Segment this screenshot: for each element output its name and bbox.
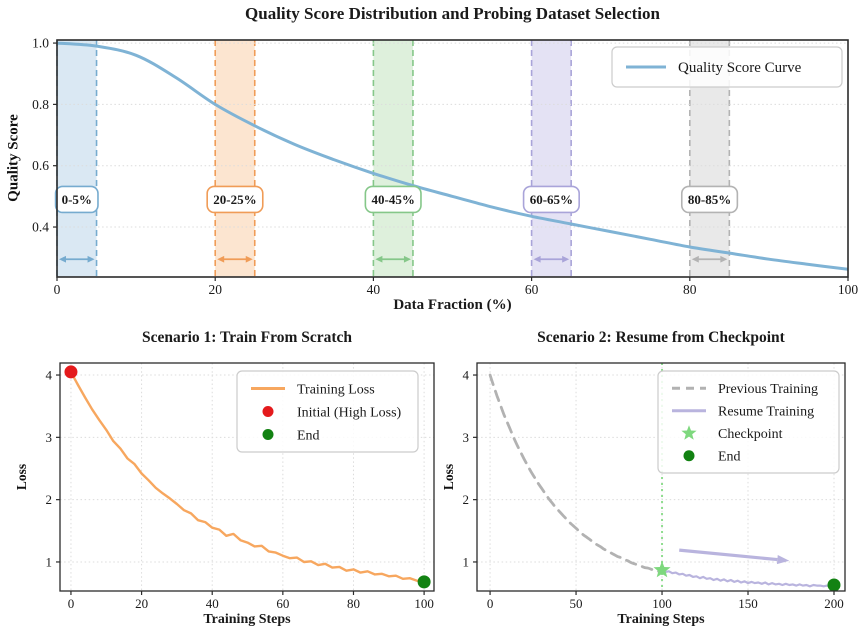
y-tick-label: 0.8 xyxy=(32,97,49,112)
legend-label: Previous Training xyxy=(718,382,818,397)
quality-chart: 0-5% 20-25% 40-45% 60-65% 80-85% 0 20 40 60 80 100… xyxy=(32,36,858,297)
scenario1-chart: 0 20 40 60 80 100 1 2 3 4 Training Loss Initial (Hi… xyxy=(46,362,435,611)
band-label: 20-25% xyxy=(213,192,256,207)
end-marker xyxy=(827,578,841,592)
x-tick-label: 80 xyxy=(347,596,360,611)
x-tick-label: 60 xyxy=(276,596,289,611)
band-label-box xyxy=(680,185,739,214)
band-label-box xyxy=(364,185,422,214)
x-tick-label: 60 xyxy=(525,282,539,297)
axes-frame xyxy=(476,362,846,592)
quality-score-curve-line xyxy=(57,41,848,271)
legend-swatch-dot-icon xyxy=(262,429,274,440)
y-tick-label: 1 xyxy=(46,554,53,569)
x-tick-label: 100 xyxy=(414,596,434,611)
scenario1-xaxis-label: Training Steps xyxy=(203,612,291,627)
legend-box xyxy=(236,370,419,453)
x-tick-label: 50 xyxy=(570,596,583,611)
band-label: 40-45% xyxy=(372,192,415,207)
initial-high-loss--marker xyxy=(64,365,78,379)
legend-label: Quality Score Curve xyxy=(678,60,802,76)
quality-xaxis-label: Data Fraction (%) xyxy=(393,297,512,313)
x-tick-label: 0 xyxy=(54,282,61,297)
arrow-head-icon xyxy=(59,255,66,263)
scenario2-chart-title: Scenario 2: Resume from Checkpoint xyxy=(537,329,785,346)
scenario2-yaxis-label: Loss xyxy=(441,463,456,491)
band-0-5% xyxy=(57,40,97,277)
scenario2-chart: 0 50 100 150 200 1 2 3 4 Previous Training Resume … xyxy=(463,362,846,611)
quality-chart-title: Quality Score Distribution and Probing D… xyxy=(245,4,660,23)
x-tick-label: 40 xyxy=(206,596,219,611)
legend-label: Training Loss xyxy=(297,382,375,397)
y-tick-label: 4 xyxy=(463,368,470,383)
arrow-head-icon xyxy=(245,255,253,263)
arrow-head-icon xyxy=(403,255,411,263)
legend-label: Checkpoint xyxy=(718,427,783,442)
band-label-box xyxy=(522,185,580,214)
axes-frame xyxy=(59,362,435,592)
quality-yaxis-label: Quality Score xyxy=(5,114,22,202)
legend-label: End xyxy=(297,428,320,443)
arrow-head-icon xyxy=(217,255,225,263)
y-tick-label: 1.0 xyxy=(32,36,49,51)
band-label-box xyxy=(206,185,264,214)
x-tick-label: 80 xyxy=(683,282,697,297)
legend-label: Initial (High Loss) xyxy=(297,405,402,420)
y-tick-label: 2 xyxy=(463,492,470,507)
y-tick-label: 1 xyxy=(463,554,470,569)
x-tick-label: 100 xyxy=(652,596,672,611)
arrow-head-icon xyxy=(87,255,95,263)
band-label: 60-65% xyxy=(530,192,573,207)
legend-label: End xyxy=(718,450,741,465)
y-tick-label: 0.4 xyxy=(32,220,49,235)
band-label-box xyxy=(54,185,99,214)
end-marker xyxy=(417,575,431,589)
y-tick-label: 4 xyxy=(46,368,53,383)
y-tick-label: 0.6 xyxy=(32,158,49,173)
x-tick-label: 150 xyxy=(738,596,758,611)
legend-swatch-star-icon xyxy=(681,425,697,440)
x-tick-label: 100 xyxy=(838,282,859,297)
axes-frame xyxy=(56,39,849,278)
band-40-45% xyxy=(373,40,413,277)
x-tick-label: 20 xyxy=(208,282,222,297)
scenario1-chart-title: Scenario 1: Train From Scratch xyxy=(141,329,353,346)
legend-box xyxy=(611,46,843,88)
x-tick-label: 0 xyxy=(68,596,75,611)
resume-training-line xyxy=(660,569,836,588)
arrow-head-icon xyxy=(562,255,570,263)
x-tick-label: 200 xyxy=(824,596,844,611)
band-20-25% xyxy=(215,40,255,277)
y-tick-label: 3 xyxy=(463,430,470,445)
band-60-65% xyxy=(531,40,572,277)
legend-swatch-dot-icon xyxy=(683,450,695,462)
previous-training-line xyxy=(488,373,664,574)
training-loss-line xyxy=(69,370,426,584)
arrow-head-icon xyxy=(533,255,541,263)
band-label: 80-85% xyxy=(688,192,731,207)
legend-box xyxy=(657,370,840,474)
scenario1-yaxis-label: Loss xyxy=(14,463,29,491)
y-tick-label: 2 xyxy=(46,492,53,507)
x-tick-label: 40 xyxy=(367,282,381,297)
arrow-head-icon xyxy=(691,255,699,263)
y-tick-label: 3 xyxy=(46,430,53,445)
legend-swatch-dot-icon xyxy=(262,406,274,417)
band-label: 0-5% xyxy=(62,192,92,207)
scenario2-xaxis-label: Training Steps xyxy=(617,612,705,627)
x-tick-label: 0 xyxy=(487,596,494,611)
x-tick-label: 20 xyxy=(135,596,148,611)
checkpoint-marker xyxy=(653,561,671,578)
legend-label: Resume Training xyxy=(718,405,814,420)
arrow-head-icon xyxy=(776,554,790,565)
resume-direction-arrow xyxy=(679,548,778,562)
arrow-head-icon xyxy=(720,255,728,263)
arrow-head-icon xyxy=(375,255,383,263)
